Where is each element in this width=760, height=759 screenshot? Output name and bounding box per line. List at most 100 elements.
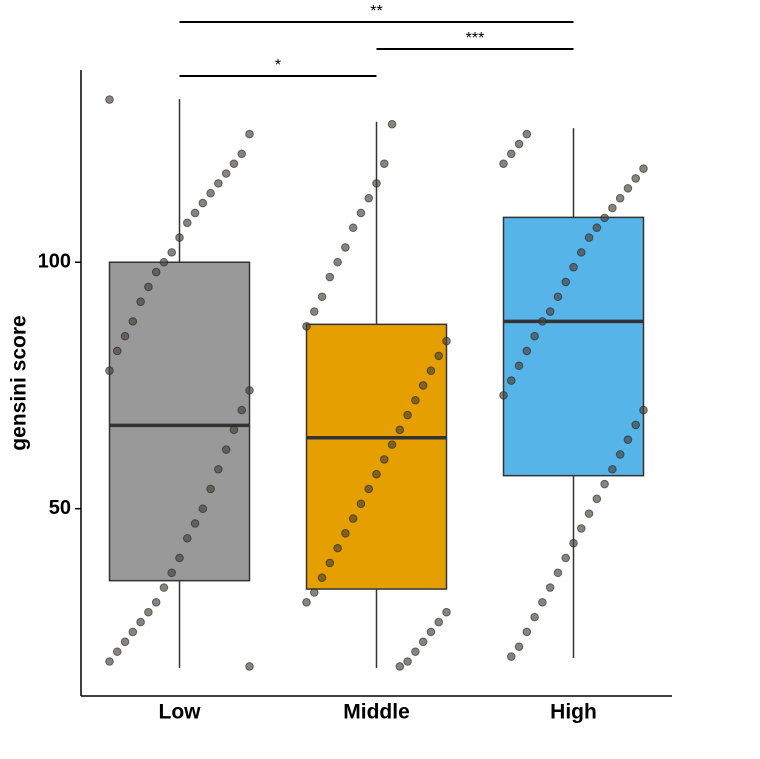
point — [333, 543, 342, 553]
point — [356, 208, 366, 218]
x-tick-label: Middle — [343, 701, 410, 724]
point — [600, 213, 609, 223]
point — [175, 233, 184, 242]
point — [569, 262, 578, 272]
point — [190, 208, 200, 218]
point — [576, 248, 586, 257]
point — [584, 509, 594, 518]
point — [348, 514, 358, 523]
point — [237, 405, 247, 415]
y-tick-label: 100 — [38, 251, 71, 273]
point — [229, 425, 239, 435]
point — [576, 524, 586, 533]
point — [341, 243, 350, 252]
point — [608, 203, 617, 213]
point — [514, 361, 524, 371]
point — [317, 292, 327, 302]
point — [105, 657, 114, 666]
point — [395, 425, 405, 435]
point — [105, 95, 114, 104]
point — [182, 218, 192, 228]
point — [302, 598, 311, 607]
point — [615, 450, 625, 459]
point — [387, 119, 397, 129]
point — [229, 159, 239, 168]
point — [379, 455, 389, 464]
point — [434, 617, 444, 627]
point — [221, 445, 231, 454]
point — [434, 351, 444, 361]
point — [144, 282, 153, 292]
point — [341, 529, 350, 538]
point — [506, 652, 516, 661]
point — [639, 405, 648, 415]
x-tick-label: Low — [159, 701, 202, 724]
point — [522, 129, 532, 139]
point — [317, 573, 327, 583]
point — [159, 583, 169, 592]
point — [309, 307, 319, 316]
point — [198, 198, 208, 208]
point — [608, 464, 617, 474]
point — [530, 612, 539, 622]
point — [120, 637, 130, 647]
point — [237, 149, 247, 159]
point — [136, 297, 145, 306]
point — [348, 223, 358, 233]
point — [144, 607, 153, 617]
point — [120, 331, 130, 341]
point — [411, 647, 420, 656]
point — [151, 598, 161, 607]
point — [426, 627, 436, 637]
significance-label: ** — [370, 3, 382, 20]
point — [206, 484, 215, 494]
point — [395, 662, 405, 671]
point — [333, 257, 342, 267]
point — [112, 647, 122, 656]
point — [522, 346, 532, 356]
point — [198, 504, 208, 513]
point — [372, 469, 381, 479]
box — [502, 216, 645, 477]
point — [631, 420, 641, 430]
point — [426, 366, 436, 375]
point — [325, 558, 335, 568]
point — [245, 386, 254, 395]
point — [136, 617, 145, 627]
point — [615, 193, 625, 203]
point — [623, 435, 633, 444]
point — [631, 174, 641, 183]
point — [506, 149, 516, 159]
point — [105, 366, 114, 375]
point — [553, 568, 563, 578]
significance-label: * — [275, 57, 281, 74]
point — [309, 588, 319, 597]
point — [214, 464, 223, 474]
point — [538, 598, 547, 607]
point — [545, 583, 555, 592]
point — [206, 188, 215, 198]
point — [221, 169, 231, 178]
point — [151, 267, 161, 277]
y-tick-label: 50 — [49, 497, 71, 519]
point — [418, 381, 428, 390]
point — [364, 484, 374, 494]
point — [182, 533, 192, 543]
point — [387, 440, 397, 449]
point — [128, 317, 138, 326]
point — [167, 248, 177, 257]
point — [623, 183, 633, 193]
point — [561, 553, 571, 563]
point — [159, 257, 169, 267]
box — [305, 323, 448, 590]
point — [442, 607, 451, 617]
point — [245, 662, 254, 671]
point — [442, 336, 451, 346]
point — [639, 164, 648, 173]
x-tick-label: High — [550, 701, 597, 724]
point — [569, 538, 578, 548]
point — [499, 391, 508, 400]
point — [190, 519, 200, 528]
point — [418, 637, 428, 647]
